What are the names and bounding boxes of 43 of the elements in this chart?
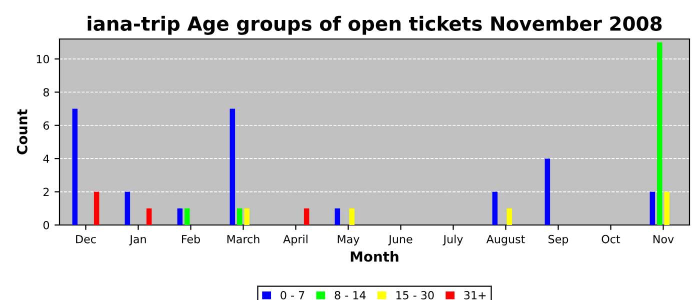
y-tick-label: 6 xyxy=(43,121,50,130)
x-tick-label: Dec xyxy=(76,235,96,244)
y-tick-label: 2 xyxy=(44,188,49,196)
chart-title: iana-trip Age groups of open tickets November 2008 xyxy=(88,16,662,35)
bar xyxy=(664,192,670,225)
bar xyxy=(492,192,498,225)
bar xyxy=(177,208,183,225)
bar xyxy=(230,108,236,225)
bar xyxy=(146,208,152,225)
legend-label: 15 - 30 xyxy=(396,290,434,300)
y-tick-label: 4 xyxy=(43,154,50,163)
bar xyxy=(506,208,512,225)
bar xyxy=(184,208,190,225)
x-axis-title: Month xyxy=(350,251,398,262)
bar xyxy=(650,192,656,225)
x-tick-label: Jan xyxy=(129,235,146,246)
bar xyxy=(304,208,310,225)
y-axis-title: Count xyxy=(16,109,28,154)
bar xyxy=(334,208,340,225)
legend-label: 8 - 14 xyxy=(334,290,366,300)
x-tick-label: Nov xyxy=(653,235,674,244)
x-tick-label: Oct xyxy=(602,234,620,244)
bar xyxy=(244,208,250,225)
legend-label: 0 - 7 xyxy=(280,290,304,300)
x-tick-label: July xyxy=(442,234,463,246)
x-tick-label: Sep xyxy=(548,234,568,246)
bar xyxy=(237,208,242,225)
bar xyxy=(544,158,550,225)
x-tick-label: August xyxy=(486,235,525,246)
y-tick-label: 10 xyxy=(36,54,50,64)
x-tick-label: May xyxy=(338,235,360,246)
bar xyxy=(94,192,100,225)
bar xyxy=(124,192,130,225)
y-tick-label: 0 xyxy=(43,220,50,230)
bar xyxy=(349,208,354,225)
x-tick-label: April xyxy=(283,234,308,246)
bar xyxy=(657,42,662,225)
x-tick-label: March xyxy=(227,234,260,244)
bar xyxy=(72,108,78,225)
y-tick-label: 8 xyxy=(43,88,50,97)
x-tick-label: Feb xyxy=(182,234,200,244)
legend-label: 31+ xyxy=(464,290,486,300)
x-tick-label: June xyxy=(388,235,412,246)
